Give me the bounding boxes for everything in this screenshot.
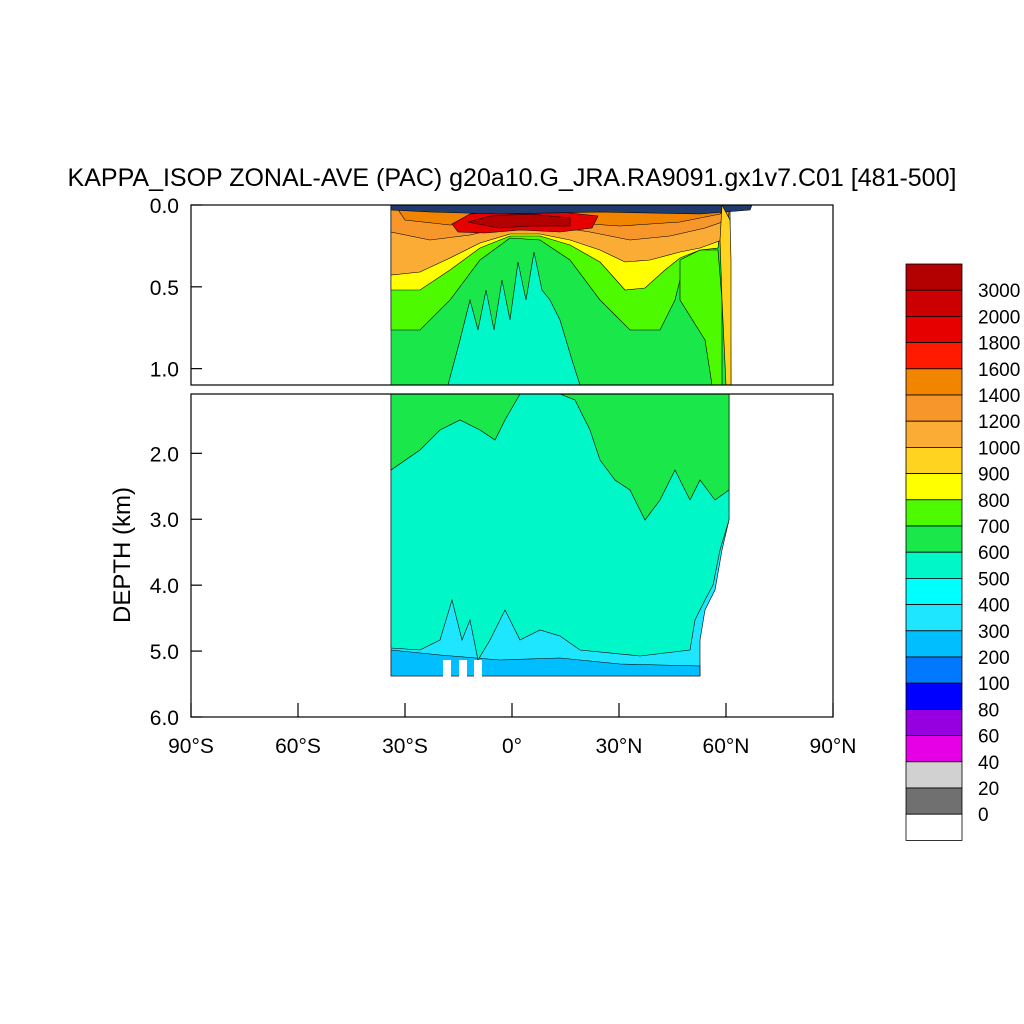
colorbar-swatch: [905, 813, 963, 841]
lower-ytick-label: 4.0: [150, 575, 179, 598]
y-axis-label: DEPTH (km): [109, 487, 136, 623]
xtick-label: 90°N: [810, 735, 857, 758]
field-lower-green: [390, 394, 730, 521]
colorbar-swatch: [905, 604, 963, 632]
colorbar-swatch: [905, 473, 963, 501]
colorbar-swatch: [905, 263, 963, 291]
colorbar-label: 40: [978, 753, 999, 774]
colorbar-label: 3000: [978, 281, 1020, 302]
xtick-label: 30°S: [382, 735, 428, 758]
colorbar-label: 0: [978, 805, 989, 826]
colorbar: 3000200018001600140012001000900800700600…: [905, 263, 1020, 841]
colorbar-swatch: [905, 682, 963, 710]
colorbar-label: 500: [978, 569, 1010, 590]
xtick-label: 30°N: [596, 735, 643, 758]
colorbar-label: 80: [978, 700, 999, 721]
colorbar-swatch: [905, 525, 963, 553]
colorbar-swatch: [905, 551, 963, 579]
lower-ytick-label: 6.0: [150, 707, 179, 730]
lower-panel: 2.03.04.05.06.0 90°S 60°S 30°S 0° 30°N 60°N 90…: [150, 393, 856, 758]
colorbar-swatch: [905, 420, 963, 448]
colorbar-label: 100: [978, 674, 1010, 695]
colorbar-label: 1200: [978, 412, 1020, 433]
x-axis-ticks: 90°S 60°S 30°S 0° 30°N 60°N 90°N: [168, 703, 856, 758]
field-lower-gap-2: [459, 660, 467, 677]
lower-ytick-label: 3.0: [150, 509, 179, 532]
xtick-label: 60°N: [703, 735, 750, 758]
colorbar-label: 700: [978, 517, 1010, 538]
colorbar-swatch: [905, 761, 963, 789]
field-lower-bottom-blue: [390, 649, 701, 677]
upper-ytick-label: 0.5: [150, 277, 179, 300]
lower-ytick-label: 5.0: [150, 641, 179, 664]
xtick-label: 90°S: [168, 735, 214, 758]
colorbar-swatch: [905, 342, 963, 370]
upper-ytick-label: 0.0: [150, 195, 179, 218]
upper-yticks: 0.0 0.5 1.0: [150, 195, 202, 382]
upper-ytick-label: 1.0: [150, 359, 179, 382]
colorbar-label: 300: [978, 622, 1010, 643]
field-lower-gap-1: [443, 660, 451, 677]
lower-field: [390, 394, 730, 677]
field-upper-surface: [390, 205, 753, 215]
chart-title: KAPPA_ISOP ZONAL-AVE (PAC) g20a10.G_JRA.…: [67, 164, 957, 192]
field-upper-cyan: [447, 251, 581, 385]
colorbar-swatch: [905, 394, 963, 422]
colorbar-label: 900: [978, 465, 1010, 486]
colorbar-swatch: [905, 709, 963, 737]
colorbar-label: 20: [978, 779, 999, 800]
colorbar-label: 2000: [978, 307, 1020, 328]
colorbar-label: 60: [978, 727, 999, 748]
field-upper-coastal: [719, 205, 732, 385]
colorbar-swatch: [905, 787, 963, 815]
colorbar-swatch: [905, 368, 963, 396]
xtick-label: 60°S: [275, 735, 321, 758]
field-lower-gap-3: [474, 660, 482, 677]
colorbar-swatch: [905, 315, 963, 343]
colorbar-swatch: [905, 446, 963, 474]
lower-yticks: 2.0 3.0 4.0 5.0 6.0: [150, 443, 202, 730]
colorbar-swatch: [905, 289, 963, 317]
upper-frame: [190, 204, 834, 386]
colorbar-swatch: [905, 630, 963, 658]
lower-ytick-label: 2.0: [150, 443, 179, 466]
colorbar-label: 200: [978, 648, 1010, 669]
field-upper-darkred: [467, 213, 571, 229]
colorbar-label: 1000: [978, 438, 1020, 459]
colorbar-label: 800: [978, 491, 1010, 512]
colorbar-label: 1600: [978, 360, 1020, 381]
colorbar-label: 400: [978, 596, 1010, 617]
colorbar-label: 1400: [978, 386, 1020, 407]
colorbar-label: 1800: [978, 334, 1020, 355]
upper-field: [390, 205, 753, 385]
upper-panel: 0.0 0.5 1.0: [150, 195, 834, 386]
colorbar-swatch: [905, 656, 963, 684]
colorbar-swatch: [905, 735, 963, 763]
xtick-label: 0°: [502, 735, 522, 758]
colorbar-swatch: [905, 578, 963, 606]
colorbar-label: 600: [978, 543, 1010, 564]
colorbar-swatch: [905, 499, 963, 527]
